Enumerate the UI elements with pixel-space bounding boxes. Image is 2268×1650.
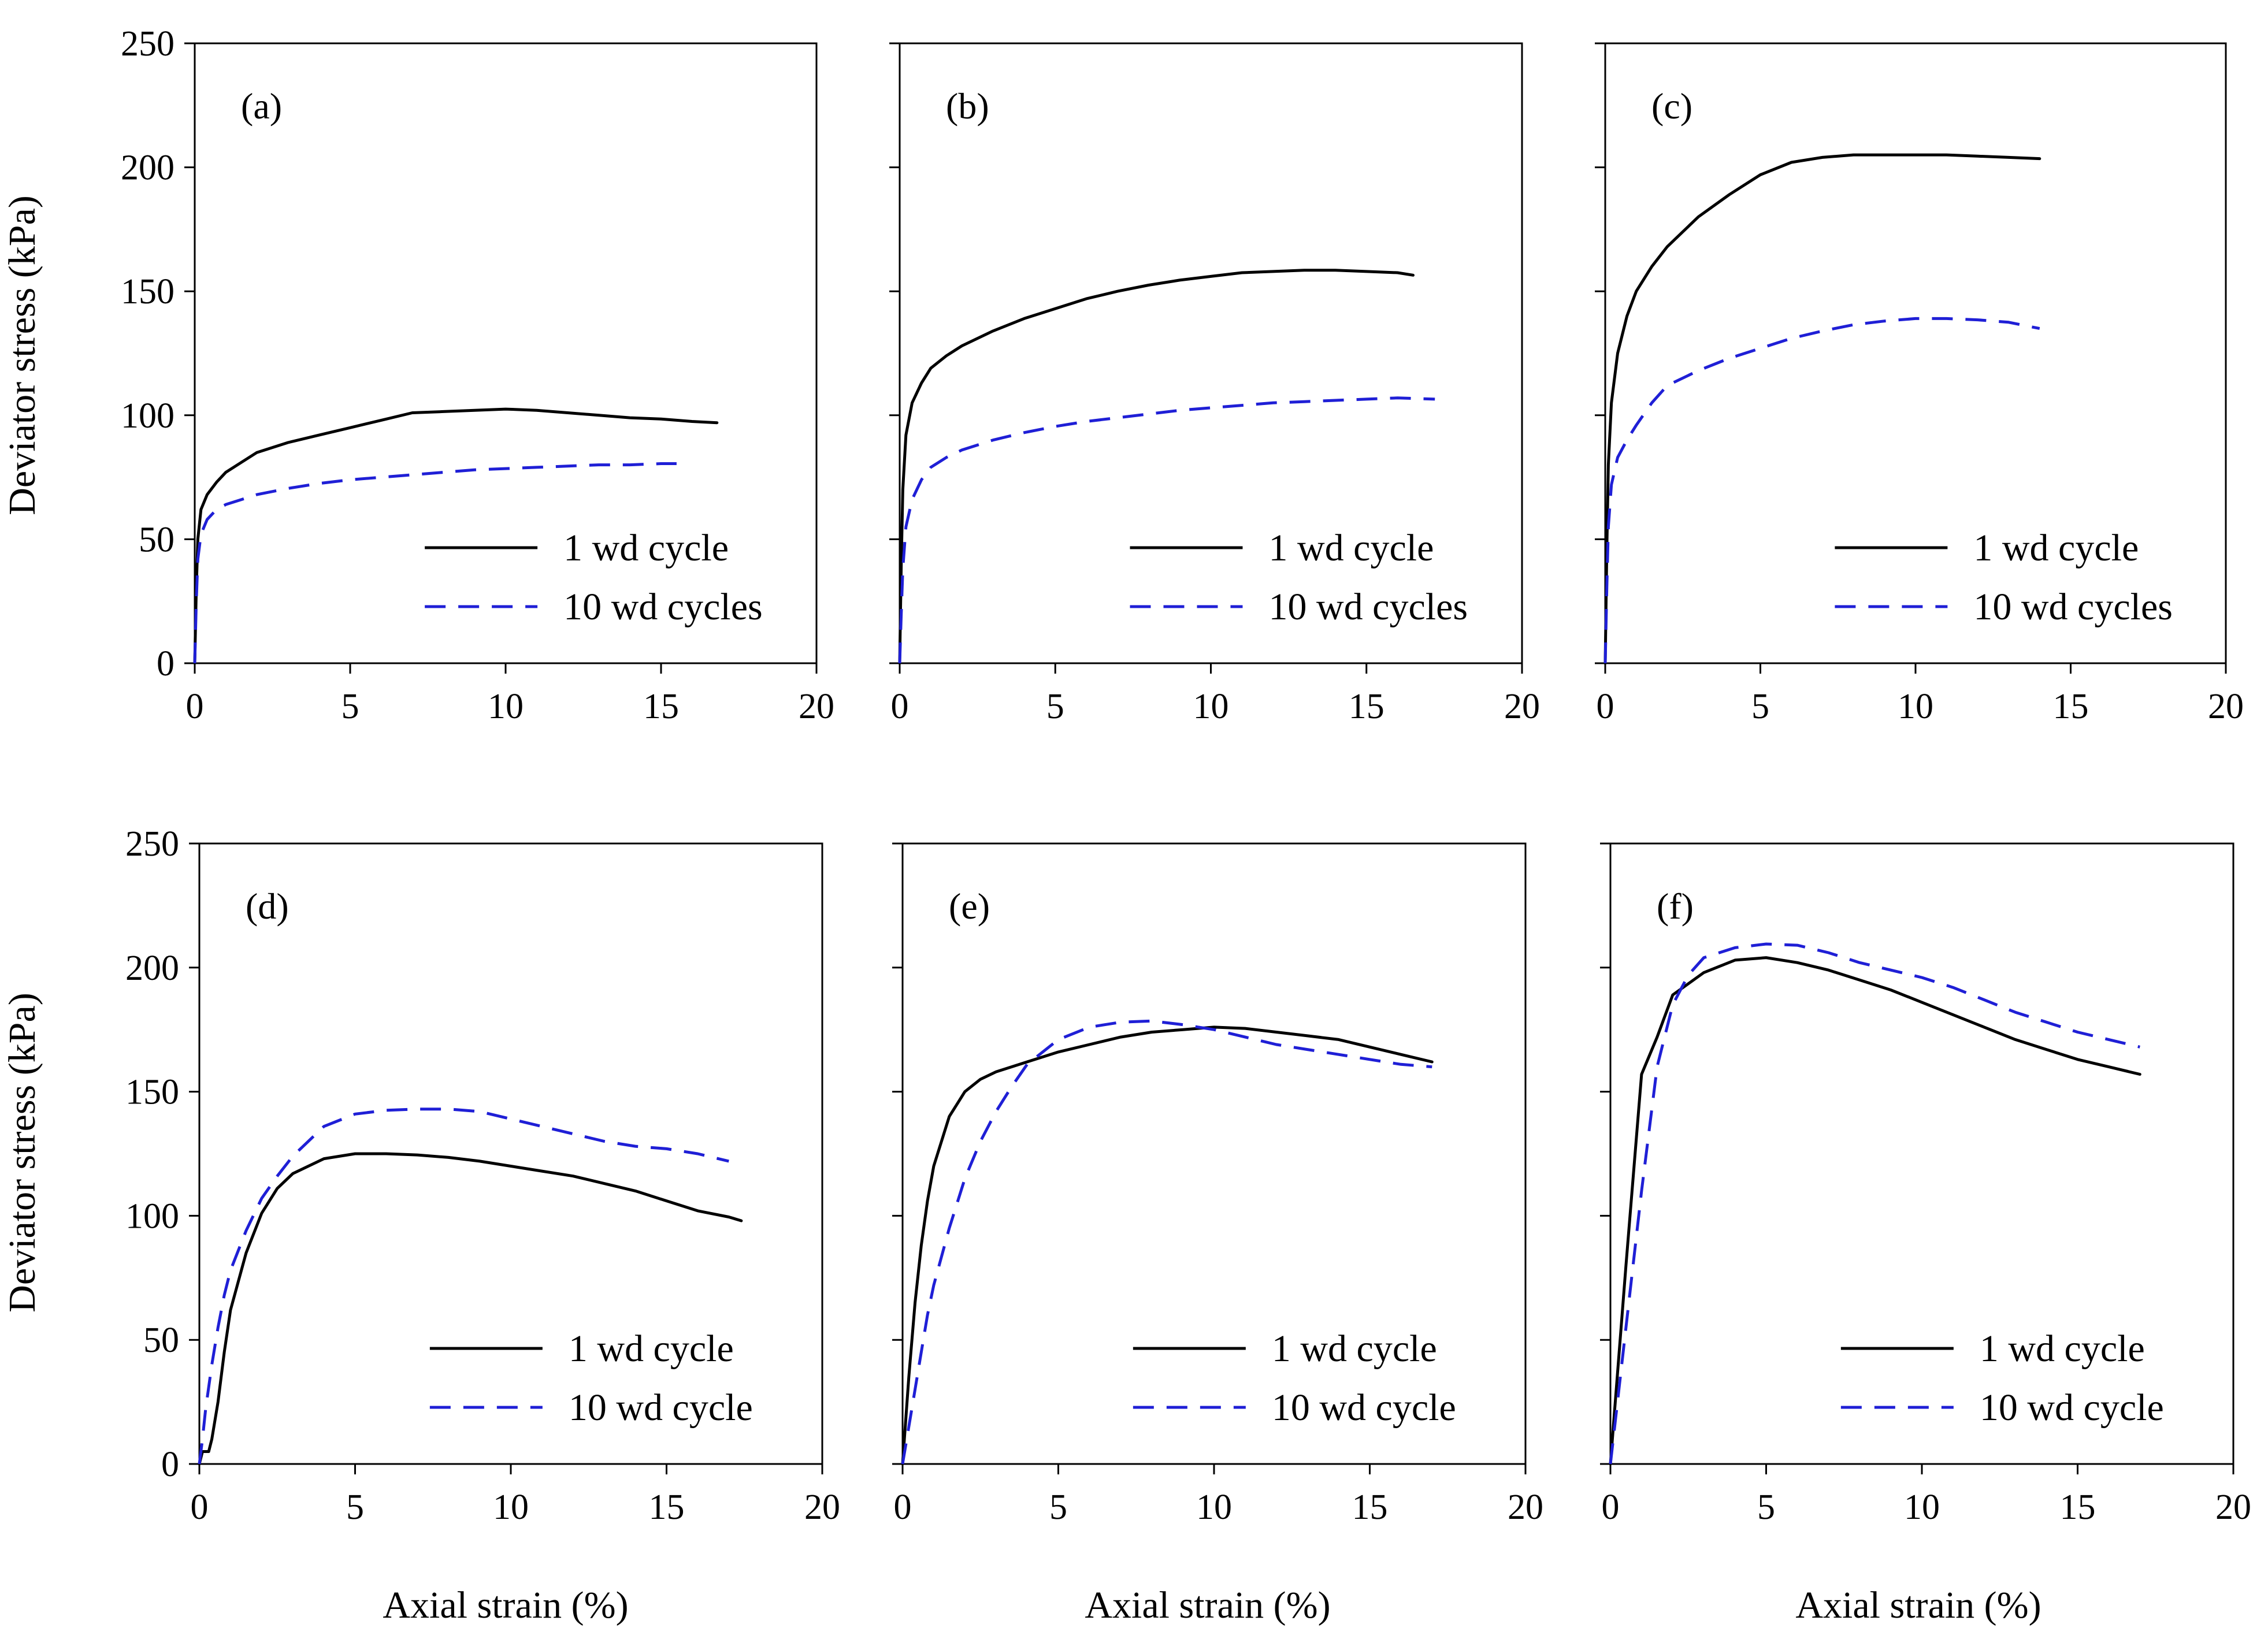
x-tick-label-d-5: 5 bbox=[346, 1488, 364, 1527]
legend-label-b-1: 1 wd cycle bbox=[1268, 527, 1434, 569]
panel-label-b: (b) bbox=[946, 86, 989, 127]
y-tick-label-a-250: 250 bbox=[121, 24, 175, 64]
x-tick-label-a-0: 0 bbox=[186, 687, 204, 726]
chart-panel-e: 0 5 10 15 20 (e) 1 wd cycle 10 wd cycle bbox=[892, 842, 1543, 1527]
y-tick-label-d-150: 150 bbox=[125, 1073, 179, 1112]
legend-label-d-1: 1 wd cycle bbox=[569, 1328, 734, 1370]
series-line-c-1 bbox=[1603, 153, 2041, 665]
x-tick-label-a-20: 20 bbox=[799, 687, 834, 726]
x-tick-label-b-10: 10 bbox=[1193, 687, 1229, 726]
series-line-d-2 bbox=[198, 1108, 729, 1465]
chart-panel-f: 0 5 10 15 20 (f) 1 wd cycle 10 wd cycle bbox=[1600, 842, 2251, 1527]
series-line-f-1 bbox=[1609, 956, 2141, 1466]
x-tick-label-c-15: 15 bbox=[2053, 687, 2089, 726]
series-line-b-2 bbox=[898, 396, 1435, 664]
y-tick-label-a-100: 100 bbox=[121, 396, 175, 436]
x-tick-label-d-20: 20 bbox=[804, 1488, 840, 1527]
y-tick-label-a-50: 50 bbox=[139, 520, 175, 559]
series-line-e-2 bbox=[901, 1019, 1432, 1465]
x-tick-label-f-20: 20 bbox=[2215, 1488, 2251, 1527]
series-line-b-1 bbox=[898, 269, 1415, 665]
x-tick-label-f-10: 10 bbox=[1904, 1488, 1940, 1527]
series-line-f-2 bbox=[1609, 942, 2140, 1465]
x-tick-label-a-5: 5 bbox=[342, 687, 359, 726]
legend-label-a-1: 1 wd cycle bbox=[563, 527, 729, 569]
x-tick-label-d-15: 15 bbox=[649, 1488, 685, 1527]
y-axis-title-bottom: Deviator stress (kPa) bbox=[1, 993, 43, 1313]
x-tick-label-e-10: 10 bbox=[1196, 1488, 1232, 1527]
x-tick-label-f-0: 0 bbox=[1602, 1488, 1620, 1527]
x-tick-label-e-0: 0 bbox=[894, 1488, 912, 1527]
legend-label-e-1: 1 wd cycle bbox=[1272, 1328, 1437, 1370]
y-tick-label-a-0: 0 bbox=[157, 644, 175, 683]
x-tick-label-c-10: 10 bbox=[1898, 687, 1933, 726]
x-tick-label-e-20: 20 bbox=[1508, 1488, 1543, 1527]
y-axis-title-top: Deviator stress (kPa) bbox=[1, 195, 43, 515]
x-tick-label-a-10: 10 bbox=[488, 687, 524, 726]
x-tick-label-b-0: 0 bbox=[891, 687, 909, 726]
legend-label-d-2: 10 wd cycle bbox=[569, 1387, 753, 1429]
x-axis-title-e: Axial strain (%) bbox=[1085, 1584, 1330, 1626]
panel-label-a: (a) bbox=[241, 86, 282, 127]
x-tick-label-d-10: 10 bbox=[493, 1488, 529, 1527]
series-line-a-1 bbox=[193, 407, 719, 665]
x-tick-label-e-15: 15 bbox=[1352, 1488, 1388, 1527]
chart-panel-c: 0 5 10 15 20 (c) 1 wd cycle 10 wd cycles bbox=[1595, 42, 2244, 726]
y-tick-label-a-200: 200 bbox=[121, 148, 175, 188]
x-tick-label-c-5: 5 bbox=[1751, 687, 1769, 726]
chart-panel-b: 0 5 10 15 20 (b) 1 wd cycle 10 wd cycles bbox=[889, 42, 1540, 726]
panel-label-f: (f) bbox=[1657, 886, 1694, 927]
y-tick-label-d-200: 200 bbox=[125, 949, 179, 988]
x-tick-label-d-0: 0 bbox=[191, 1488, 209, 1527]
y-tick-label-d-0: 0 bbox=[161, 1445, 179, 1484]
y-tick-label-d-100: 100 bbox=[125, 1196, 179, 1236]
legend-label-c-2: 10 wd cycles bbox=[1973, 586, 2173, 628]
panel-label-d: (d) bbox=[246, 886, 289, 927]
x-tick-label-c-0: 0 bbox=[1597, 687, 1614, 726]
y-tick-label-a-150: 150 bbox=[121, 272, 175, 311]
x-tick-label-c-20: 20 bbox=[2208, 687, 2244, 726]
x-axis-title-f: Axial strain (%) bbox=[1795, 1584, 2041, 1626]
legend-label-a-2: 10 wd cycles bbox=[563, 586, 763, 628]
x-tick-label-a-15: 15 bbox=[643, 687, 679, 726]
x-tick-label-f-15: 15 bbox=[2060, 1488, 2096, 1527]
x-tick-label-f-5: 5 bbox=[1757, 1488, 1775, 1527]
series-line-d-1 bbox=[198, 1152, 743, 1466]
y-tick-label-d-250: 250 bbox=[125, 824, 179, 864]
series-line-a-2 bbox=[193, 462, 677, 664]
x-axis-title-d: Axial strain (%) bbox=[383, 1584, 628, 1626]
x-tick-label-b-20: 20 bbox=[1504, 687, 1540, 726]
series-line-e-1 bbox=[901, 1025, 1434, 1466]
x-tick-label-b-15: 15 bbox=[1349, 687, 1384, 726]
x-tick-label-b-5: 5 bbox=[1046, 687, 1064, 726]
legend-label-c-1: 1 wd cycle bbox=[1973, 527, 2139, 569]
series-line-c-2 bbox=[1603, 317, 2040, 664]
legend-label-e-2: 10 wd cycle bbox=[1272, 1387, 1456, 1429]
panel-label-c: (c) bbox=[1651, 86, 1692, 127]
panel-label-e: (e) bbox=[949, 886, 990, 927]
legend-label-f-1: 1 wd cycle bbox=[1980, 1328, 2145, 1370]
x-tick-label-e-5: 5 bbox=[1049, 1488, 1067, 1527]
legend-label-f-2: 10 wd cycle bbox=[1980, 1387, 2164, 1429]
legend-label-b-2: 10 wd cycles bbox=[1268, 586, 1468, 628]
y-tick-label-d-50: 50 bbox=[143, 1321, 179, 1360]
